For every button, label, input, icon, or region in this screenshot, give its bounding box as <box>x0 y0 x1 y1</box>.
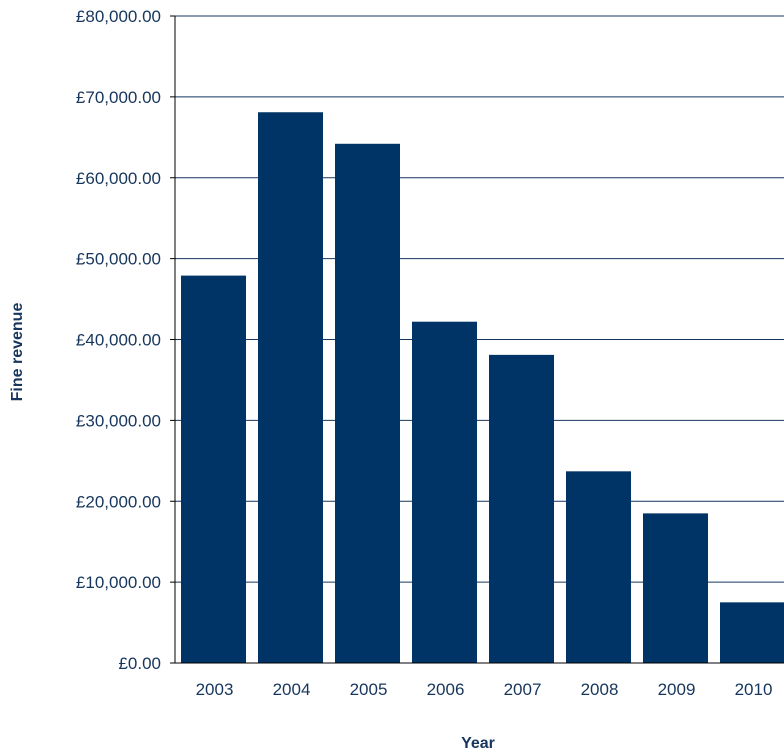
y-tick-label: £60,000.00 <box>76 169 161 188</box>
bar-2009 <box>643 513 708 663</box>
y-tick-label: £30,000.00 <box>76 411 161 430</box>
bar-2008 <box>566 471 631 663</box>
y-tick-label: £40,000.00 <box>76 331 161 350</box>
bar-2010 <box>720 602 784 663</box>
bars <box>181 112 784 664</box>
y-tick-label: £10,000.00 <box>76 573 161 592</box>
x-tick-label: 2007 <box>504 680 542 699</box>
y-tick-label: £70,000.00 <box>76 88 161 107</box>
x-tick-label: 2008 <box>581 680 619 699</box>
x-tick-label: 2010 <box>735 680 773 699</box>
bar-2006 <box>412 321 477 663</box>
x-tick-label: 2003 <box>196 680 234 699</box>
y-tick-label: £80,000.00 <box>76 7 161 26</box>
x-tick-labels: 2003 2004 2005 2006 2007 2008 2009 2010 <box>196 680 773 699</box>
x-tick-label: 2006 <box>427 680 465 699</box>
bar-2003 <box>181 275 246 663</box>
y-tick-labels: £0.00 £10,000.00 £20,000.00 £30,000.00 £40,0… <box>76 7 161 673</box>
bar-2005 <box>335 143 400 664</box>
y-tick-label: £0.00 <box>118 654 161 673</box>
x-axis-title: Year <box>461 735 495 752</box>
x-tick-label: 2004 <box>273 680 311 699</box>
x-tick-label: 2009 <box>658 680 696 699</box>
axes <box>170 15 784 664</box>
y-tick-label: £50,000.00 <box>76 250 161 269</box>
bar-2004 <box>258 112 323 663</box>
y-axis-title: Fine revenue <box>9 303 26 402</box>
y-tick-label: £20,000.00 <box>76 492 161 511</box>
bar-2007 <box>489 354 554 663</box>
x-tick-label: 2005 <box>350 680 388 699</box>
